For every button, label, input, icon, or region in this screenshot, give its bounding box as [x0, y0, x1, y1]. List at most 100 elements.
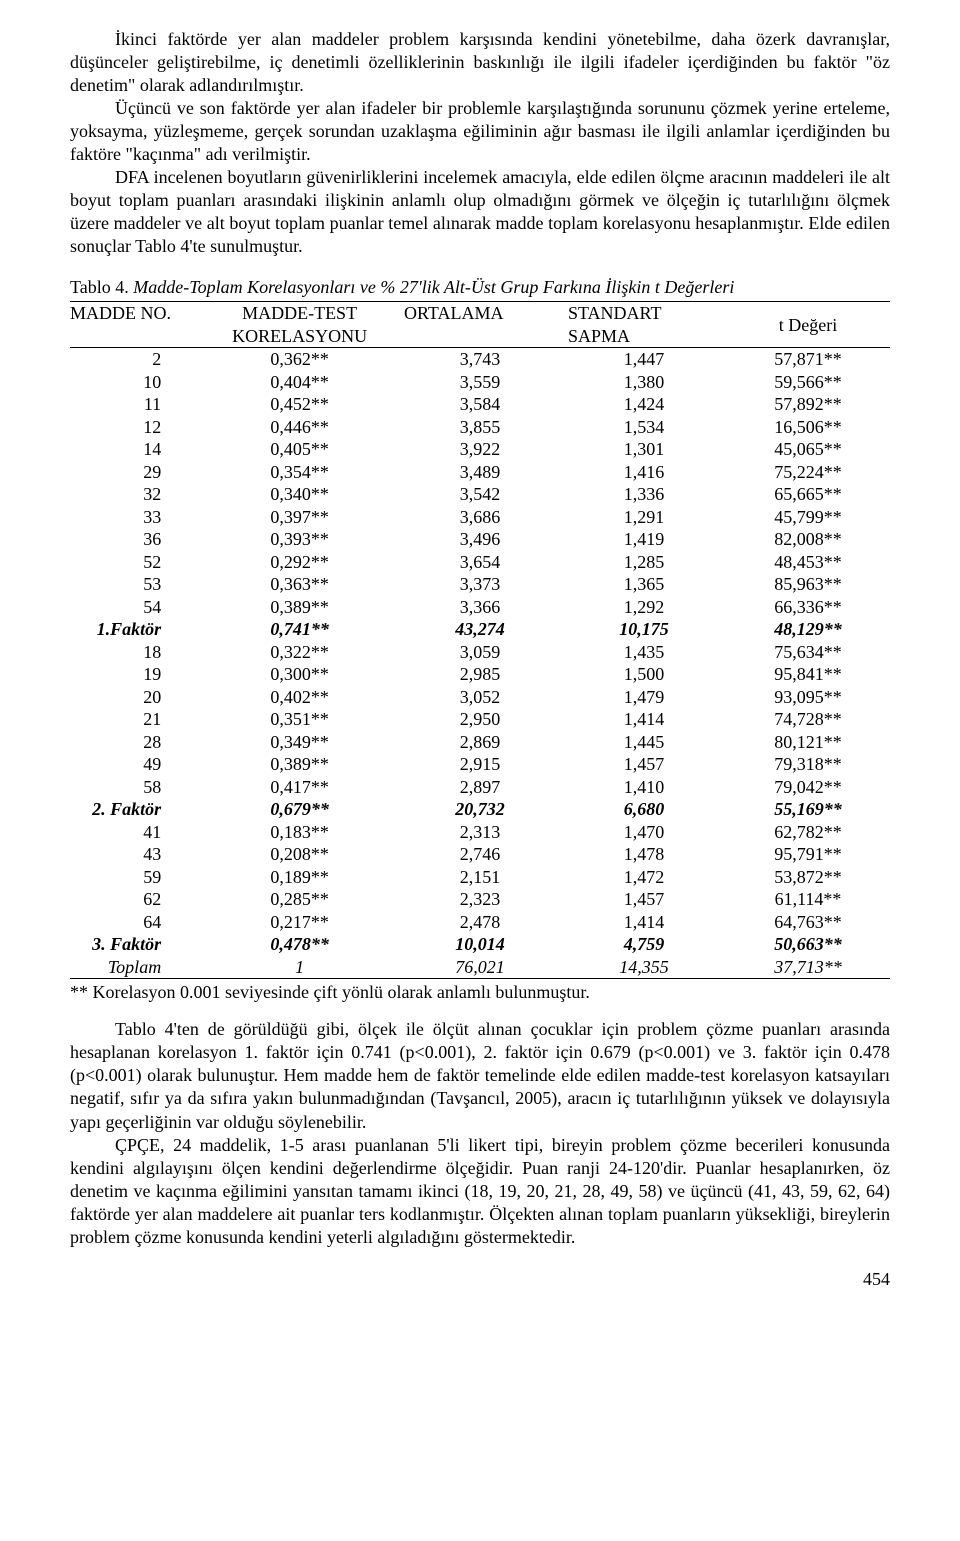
- cell-c2: 0,741**: [201, 618, 398, 641]
- cell-c1: 11: [70, 393, 201, 416]
- col-header-madde-test-line2: KORELASYONU: [232, 326, 367, 346]
- cell-c5: 57,871**: [726, 348, 890, 371]
- cell-c5: 57,892**: [726, 393, 890, 416]
- cell-c4: 1,445: [562, 731, 726, 754]
- cell-c5: 66,336**: [726, 596, 890, 619]
- cell-c1: 41: [70, 821, 201, 844]
- cell-c4: 1,435: [562, 641, 726, 664]
- cell-c2: 0,351**: [201, 708, 398, 731]
- cell-c1: 2: [70, 348, 201, 371]
- cell-c3: 20,732: [398, 798, 562, 821]
- cell-c3: 10,014: [398, 933, 562, 956]
- cell-c1: 29: [70, 461, 201, 484]
- cell-c3: 2,478: [398, 911, 562, 934]
- cell-c2: 0,349**: [201, 731, 398, 754]
- cell-c2: 0,208**: [201, 843, 398, 866]
- table-row: 290,354**3,4891,41675,224**: [70, 461, 890, 484]
- table-row: 640,217**2,4781,41464,763**: [70, 911, 890, 934]
- correlation-table: MADDE NO. MADDE-TEST KORELASYONU ORTALAM…: [70, 301, 890, 979]
- cell-c2: 0,402**: [201, 686, 398, 709]
- table-row: 140,405**3,9221,30145,065**: [70, 438, 890, 461]
- cell-c2: 0,389**: [201, 753, 398, 776]
- table-row: 210,351**2,9501,41474,728**: [70, 708, 890, 731]
- cell-c2: 1: [201, 956, 398, 979]
- cell-c3: 2,746: [398, 843, 562, 866]
- cell-c1: 3. Faktör: [70, 933, 201, 956]
- cell-c2: 0,292**: [201, 551, 398, 574]
- cell-c5: 61,114**: [726, 888, 890, 911]
- cell-c1: 14: [70, 438, 201, 461]
- cell-c4: 1,470: [562, 821, 726, 844]
- paragraph-5: ÇPÇE, 24 maddelik, 1-5 arası puanlanan 5…: [70, 1134, 890, 1249]
- paragraph-1: İkinci faktörde yer alan maddeler proble…: [70, 28, 890, 97]
- cell-c2: 0,183**: [201, 821, 398, 844]
- table-row: 540,389**3,3661,29266,336**: [70, 596, 890, 619]
- col-header-madde-no: MADDE NO.: [70, 302, 201, 348]
- cell-c1: 52: [70, 551, 201, 574]
- cell-c4: 1,472: [562, 866, 726, 889]
- cell-c4: 1,291: [562, 506, 726, 529]
- cell-c1: 10: [70, 371, 201, 394]
- cell-c3: 3,584: [398, 393, 562, 416]
- cell-c4: 1,457: [562, 888, 726, 911]
- cell-c3: 3,489: [398, 461, 562, 484]
- cell-c5: 74,728**: [726, 708, 890, 731]
- cell-c2: 0,404**: [201, 371, 398, 394]
- table-row: 200,402**3,0521,47993,095**: [70, 686, 890, 709]
- table-row: 20,362**3,7431,44757,871**: [70, 348, 890, 371]
- cell-c1: 49: [70, 753, 201, 776]
- cell-c4: 1,414: [562, 911, 726, 934]
- cell-c1: 33: [70, 506, 201, 529]
- cell-c2: 0,340**: [201, 483, 398, 506]
- cell-c1: 36: [70, 528, 201, 551]
- cell-c1: 62: [70, 888, 201, 911]
- cell-c3: 3,559: [398, 371, 562, 394]
- table-row: 620,285**2,3231,45761,114**: [70, 888, 890, 911]
- cell-c2: 0,354**: [201, 461, 398, 484]
- cell-c2: 0,446**: [201, 416, 398, 439]
- cell-c2: 0,393**: [201, 528, 398, 551]
- table-row: 100,404**3,5591,38059,566**: [70, 371, 890, 394]
- cell-c2: 0,389**: [201, 596, 398, 619]
- cell-c2: 0,285**: [201, 888, 398, 911]
- cell-c4: 1,457: [562, 753, 726, 776]
- table-row: 530,363**3,3731,36585,963**: [70, 573, 890, 596]
- cell-c4: 1,478: [562, 843, 726, 866]
- cell-c4: 6,680: [562, 798, 726, 821]
- cell-c5: 64,763**: [726, 911, 890, 934]
- cell-c2: 0,300**: [201, 663, 398, 686]
- cell-c5: 53,872**: [726, 866, 890, 889]
- cell-c4: 4,759: [562, 933, 726, 956]
- cell-c3: 3,686: [398, 506, 562, 529]
- cell-c5: 79,318**: [726, 753, 890, 776]
- cell-c3: 2,313: [398, 821, 562, 844]
- cell-c1: 58: [70, 776, 201, 799]
- cell-c5: 85,963**: [726, 573, 890, 596]
- cell-c5: 95,791**: [726, 843, 890, 866]
- table-row: 590,189**2,1511,47253,872**: [70, 866, 890, 889]
- cell-c3: 43,274: [398, 618, 562, 641]
- table-caption: Tablo 4. Madde-Toplam Korelasyonları ve …: [70, 276, 890, 299]
- paragraph-2: Üçüncü ve son faktörde yer alan ifadeler…: [70, 97, 890, 166]
- cell-c2: 0,322**: [201, 641, 398, 664]
- table-row: 280,349**2,8691,44580,121**: [70, 731, 890, 754]
- cell-c5: 95,841**: [726, 663, 890, 686]
- cell-c2: 0,363**: [201, 573, 398, 596]
- cell-c5: 45,065**: [726, 438, 890, 461]
- col-header-standart-line2: SAPMA: [568, 326, 630, 346]
- cell-c5: 80,121**: [726, 731, 890, 754]
- cell-c3: 76,021: [398, 956, 562, 979]
- table-row: 180,322**3,0591,43575,634**: [70, 641, 890, 664]
- table-row: 110,452**3,5841,42457,892**: [70, 393, 890, 416]
- table-row: 320,340**3,5421,33665,665**: [70, 483, 890, 506]
- cell-c5: 65,665**: [726, 483, 890, 506]
- cell-c3: 2,950: [398, 708, 562, 731]
- table-row: 580,417**2,8971,41079,042**: [70, 776, 890, 799]
- cell-c3: 2,151: [398, 866, 562, 889]
- cell-c4: 1,365: [562, 573, 726, 596]
- cell-c5: 75,634**: [726, 641, 890, 664]
- cell-c1: 1.Faktör: [70, 618, 201, 641]
- cell-c3: 3,743: [398, 348, 562, 371]
- cell-c2: 0,452**: [201, 393, 398, 416]
- cell-c3: 2,869: [398, 731, 562, 754]
